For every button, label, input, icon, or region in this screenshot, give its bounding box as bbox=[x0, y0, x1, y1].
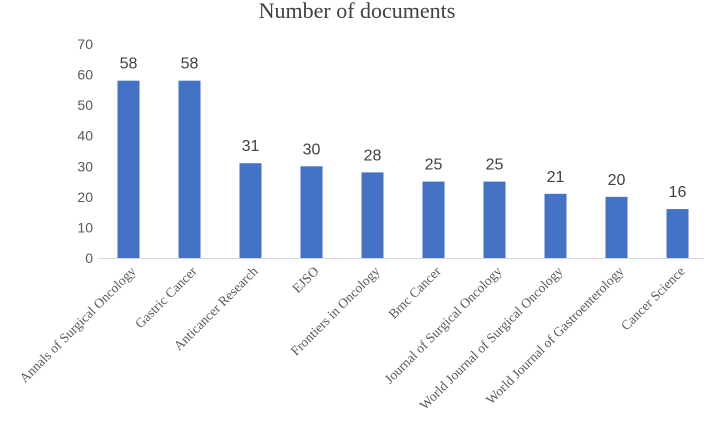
x-tick-label: EJSO bbox=[289, 263, 322, 296]
y-tick-label: 10 bbox=[77, 219, 93, 235]
bar bbox=[544, 193, 567, 258]
y-tick-label: 60 bbox=[77, 67, 93, 83]
bar bbox=[117, 80, 140, 258]
data-label: 16 bbox=[669, 184, 687, 201]
bar bbox=[666, 209, 689, 258]
x-tick-label: World Journal of Gastroenterology bbox=[483, 263, 627, 407]
y-axis: 0 10 20 30 40 50 60 70 bbox=[77, 36, 93, 266]
data-label: 31 bbox=[242, 138, 260, 155]
x-tick-label: Journal of Surgical Oncology bbox=[382, 263, 505, 386]
data-label: 28 bbox=[364, 147, 382, 164]
x-tick-label: Annals of Surgical Oncology bbox=[17, 263, 139, 385]
y-tick-label: 70 bbox=[77, 36, 93, 52]
bar bbox=[300, 166, 323, 258]
bar bbox=[422, 181, 445, 258]
y-tick-label: 30 bbox=[77, 158, 93, 174]
x-tick-label: Gastric Cancer bbox=[132, 263, 200, 331]
bar bbox=[483, 181, 506, 258]
bar-series bbox=[117, 80, 689, 258]
bar bbox=[178, 80, 201, 258]
chart-title: Number of documents bbox=[259, 0, 456, 23]
y-tick-label: 50 bbox=[77, 97, 93, 113]
data-label: 20 bbox=[608, 172, 626, 189]
y-tick-label: 0 bbox=[85, 250, 93, 266]
data-labels: 58 58 31 30 28 25 25 21 20 16 bbox=[120, 56, 687, 201]
bar bbox=[361, 172, 384, 258]
data-label: 58 bbox=[181, 56, 199, 73]
y-tick-label: 40 bbox=[77, 128, 93, 144]
data-label: 21 bbox=[547, 169, 565, 186]
bar bbox=[239, 163, 262, 258]
y-tick-label: 20 bbox=[77, 189, 93, 205]
data-label: 58 bbox=[120, 56, 138, 73]
x-tick-label: Bmc Cancer bbox=[386, 263, 444, 321]
bar bbox=[605, 196, 628, 258]
x-tick-label: Cancer Science bbox=[618, 264, 688, 334]
data-label: 30 bbox=[303, 141, 321, 158]
data-label: 25 bbox=[486, 157, 504, 174]
data-label: 25 bbox=[425, 157, 443, 174]
